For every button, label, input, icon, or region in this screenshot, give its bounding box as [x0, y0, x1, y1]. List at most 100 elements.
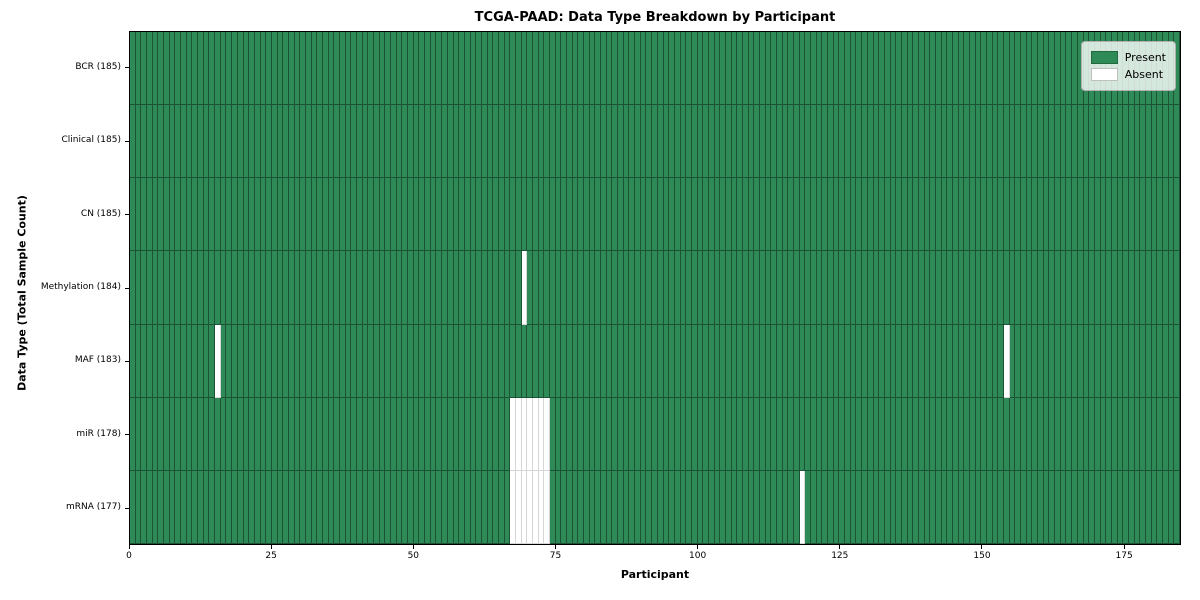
heatmap-cell: [402, 178, 409, 252]
x-tick: [839, 545, 841, 549]
heatmap-cell: [822, 397, 829, 471]
heatmap-cell: [884, 470, 891, 544]
heatmap-cell: [618, 178, 624, 252]
heatmap-cell: [652, 32, 658, 106]
heatmap-cell: [1049, 178, 1056, 252]
heatmap-cell: [1111, 105, 1118, 179]
heatmap-cell: [879, 32, 885, 106]
heatmap-cell: [714, 397, 721, 471]
heatmap-cell: [271, 32, 278, 106]
heatmap-cell: [970, 324, 976, 398]
heatmap-cell: [237, 32, 244, 106]
x-tick: [554, 545, 556, 549]
heatmap-cell: [459, 324, 465, 398]
heatmap-cell: [396, 470, 403, 544]
heatmap-cell: [601, 470, 607, 544]
heatmap-cell: [209, 397, 216, 471]
heatmap-cell: [737, 32, 743, 106]
heatmap-cell: [288, 470, 295, 544]
heatmap-cell: [271, 470, 278, 544]
heatmap-cell: [635, 251, 641, 325]
heatmap-cell: [334, 32, 340, 106]
heatmap-cell: [1043, 397, 1050, 471]
heatmap-cell: [935, 470, 942, 544]
heatmap-cell: [1117, 105, 1124, 179]
heatmap-cell: [453, 470, 460, 544]
heatmap-cell: [1100, 470, 1107, 544]
heatmap-cell: [1015, 251, 1022, 325]
heatmap-cell: [192, 32, 199, 106]
heatmap-cell: [1038, 32, 1044, 106]
heatmap-cell: [430, 324, 437, 398]
heatmap-cell: [413, 397, 420, 471]
heatmap-cell: [203, 32, 210, 106]
heatmap-cell: [618, 397, 624, 471]
heatmap-cell: [368, 251, 375, 325]
heatmap-cell: [561, 397, 568, 471]
heatmap-cell: [833, 32, 840, 106]
heatmap-cell: [913, 251, 919, 325]
heatmap-cell: [1038, 397, 1044, 471]
heatmap-cell: [436, 470, 443, 544]
heatmap-cell: [340, 470, 346, 544]
heatmap-cell: [1083, 251, 1090, 325]
heatmap-cell: [1157, 178, 1163, 252]
heatmap-cell: [147, 470, 153, 544]
heatmap-cell: [334, 324, 340, 398]
heatmap-cell: [181, 397, 187, 471]
heatmap-cell: [498, 397, 505, 471]
heatmap-cell: [623, 32, 630, 106]
heatmap-cell: [345, 178, 352, 252]
heatmap-cell: [357, 178, 363, 252]
heatmap-row-miR: [130, 397, 1180, 471]
heatmap-cell: [640, 105, 647, 179]
heatmap-cell: [572, 251, 579, 325]
heatmap-cell: [226, 470, 233, 544]
heatmap-cell: [777, 32, 783, 106]
heatmap-cell: [913, 178, 919, 252]
heatmap-cell: [879, 397, 885, 471]
heatmap-cell: [992, 397, 999, 471]
heatmap-cell: [419, 178, 426, 252]
heatmap-cell: [623, 324, 630, 398]
heatmap-cell: [737, 178, 743, 252]
heatmap-cell: [493, 178, 499, 252]
heatmap-cell: [1009, 178, 1016, 252]
heatmap-cell: [147, 178, 153, 252]
heatmap-cell: [385, 324, 392, 398]
heatmap-cell: [657, 397, 664, 471]
heatmap-cell: [243, 397, 250, 471]
heatmap-cell: [901, 324, 908, 398]
heatmap-cell: [232, 324, 238, 398]
heatmap-cell: [544, 251, 550, 325]
heatmap-cell: [232, 178, 238, 252]
heatmap-cell: [839, 178, 846, 252]
heatmap-cell: [1015, 324, 1022, 398]
heatmap-cell: [215, 32, 221, 106]
heatmap-cell: [481, 105, 488, 179]
heatmap-cell: [708, 32, 715, 106]
heatmap-cell: [1140, 470, 1146, 544]
heatmap-cell: [544, 470, 550, 544]
heatmap-cell: [635, 470, 641, 544]
heatmap-cell: [646, 470, 653, 544]
heatmap-cell: [1117, 470, 1124, 544]
heatmap-cell: [464, 324, 471, 398]
heatmap-cell: [254, 324, 261, 398]
heatmap-cell: [1106, 470, 1112, 544]
heatmap-cell: [828, 32, 834, 106]
heatmap-cell: [612, 105, 619, 179]
heatmap-cell: [618, 324, 624, 398]
heatmap-cell: [357, 397, 363, 471]
heatmap-cell: [765, 324, 772, 398]
heatmap-cell: [447, 397, 454, 471]
heatmap-cell: [930, 105, 936, 179]
heatmap-cell: [220, 251, 227, 325]
heatmap-cell: [220, 470, 227, 544]
heatmap-cell: [703, 324, 709, 398]
heatmap-cell: [612, 397, 619, 471]
heatmap-cell: [998, 324, 1005, 398]
heatmap-cell: [771, 105, 778, 179]
heatmap-cell: [243, 105, 250, 179]
heatmap-cell: [220, 324, 227, 398]
